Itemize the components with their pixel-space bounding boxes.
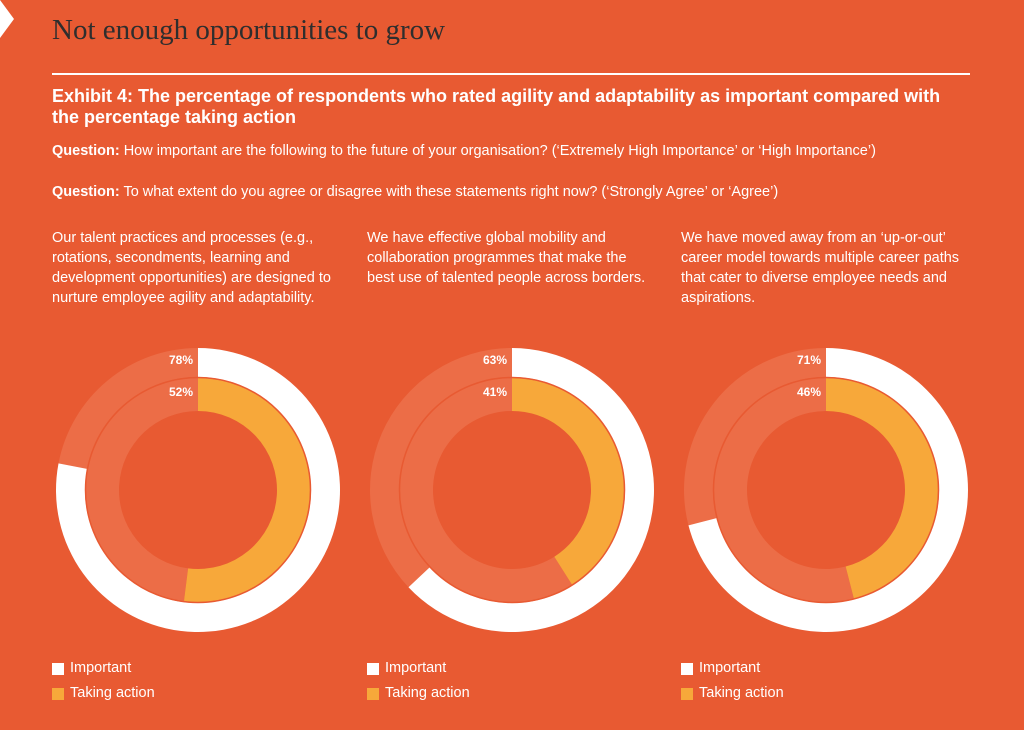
chart-3-description: We have moved away from an ‘up-or-out’ c… <box>681 230 960 306</box>
question-1: Question: How important are the followin… <box>52 142 962 160</box>
chart-1-legend: Important Taking action <box>52 656 155 706</box>
legend-label-important: Important <box>385 660 447 676</box>
corner-arrow-icon <box>0 0 14 38</box>
legend-label-important: Important <box>70 660 132 676</box>
legend-swatch-important <box>52 662 64 675</box>
question-1-text: How important are the following to the f… <box>119 143 876 159</box>
ring-separator <box>398 376 626 604</box>
legend-swatch-taking-action <box>681 687 693 700</box>
question-2: Question: To what extent do you agree or… <box>52 183 962 201</box>
legend-label-important: Important <box>699 660 761 676</box>
legend-swatch-taking-action <box>52 687 64 700</box>
legend-item-important: Important <box>52 656 155 681</box>
donut-arc-important <box>408 348 654 632</box>
data-label-taking-action: 52% <box>169 385 193 399</box>
donut-track-important <box>684 348 826 526</box>
chart-3-donut: 71% 46% <box>684 348 968 632</box>
legend-item-important: Important <box>681 656 784 681</box>
donut-track-important <box>370 348 512 588</box>
donut-arc-taking-action <box>512 378 625 585</box>
chart-2-description: We have effective global mobility and co… <box>367 230 646 286</box>
legend-label-taking-action: Taking action <box>385 685 470 701</box>
legend-item-taking-action: Taking action <box>52 681 155 706</box>
chart-2-legend: Important Taking action <box>367 656 470 706</box>
ring-separator <box>712 376 940 604</box>
data-label-important: 78% <box>169 353 193 367</box>
donut-track-important <box>58 348 198 469</box>
donut-track-taking-action <box>85 378 198 602</box>
page-title: Not enough opportunities to grow <box>52 14 446 46</box>
chart-1-donut: 78% 52% <box>55 348 341 632</box>
legend-label-taking-action: Taking action <box>70 685 155 701</box>
legend-item-taking-action: Taking action <box>367 681 470 706</box>
donut-arc-taking-action <box>183 378 310 602</box>
donut-track-taking-action <box>400 378 573 602</box>
question-2-label: Question: <box>52 184 120 200</box>
title-divider <box>52 73 970 75</box>
data-label-important: 63% <box>483 353 507 367</box>
legend-item-taking-action: Taking action <box>681 681 784 706</box>
legend-item-important: Important <box>367 656 470 681</box>
chart-2-donut: 63% 41% <box>370 348 654 632</box>
donut-track-taking-action <box>714 378 854 602</box>
legend-label-taking-action: Taking action <box>699 685 784 701</box>
data-label-taking-action: 41% <box>483 385 507 399</box>
data-label-taking-action: 46% <box>797 385 821 399</box>
legend-swatch-important <box>367 662 379 675</box>
chart-3-legend: Important Taking action <box>681 656 784 706</box>
chart-1-description: Our talent practices and processes (e.g.… <box>52 230 331 306</box>
donut-arc-taking-action <box>826 378 939 599</box>
data-label-important: 71% <box>797 353 821 367</box>
legend-swatch-taking-action <box>367 687 379 700</box>
legend-swatch-important <box>681 662 693 675</box>
question-2-text: To what extent do you agree or disagree … <box>119 184 779 200</box>
question-1-label: Question: <box>52 143 120 159</box>
exhibit-title: Exhibit 4: The percentage of respondents… <box>52 86 941 127</box>
ring-separator <box>84 376 312 604</box>
